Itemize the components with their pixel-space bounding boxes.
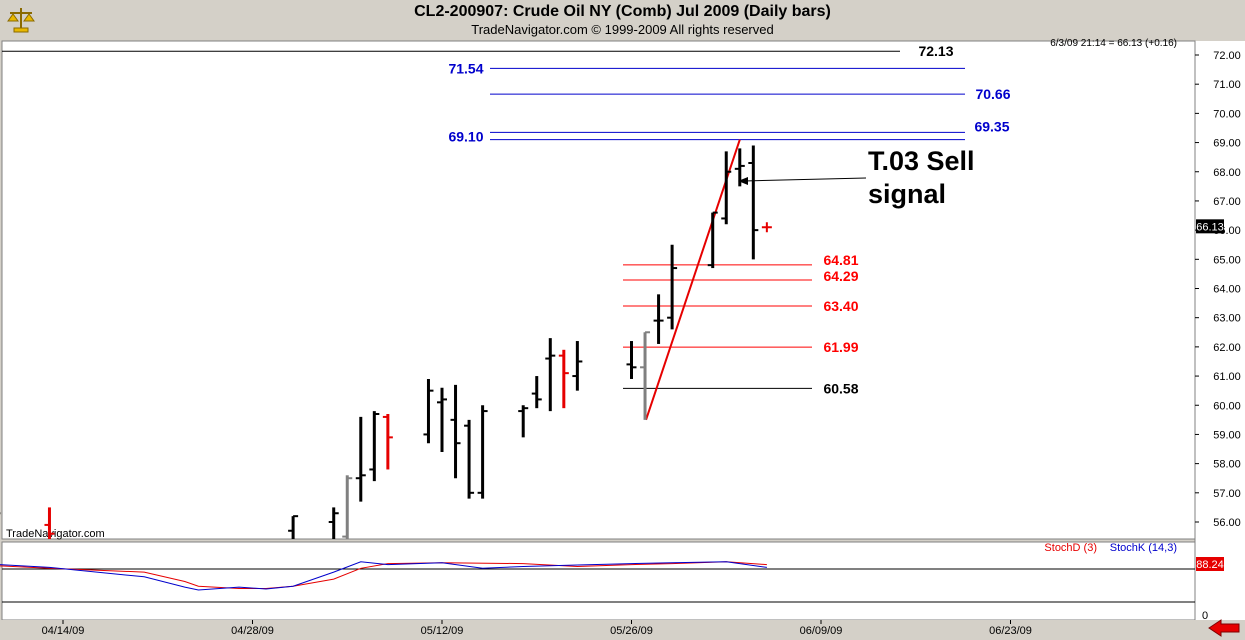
sell-signal-label-line1: T.03 Sell (868, 146, 975, 176)
chart-subtitle: TradeNavigator.com © 1999-2009 All right… (471, 22, 774, 37)
sell-signal-arrowhead (738, 177, 748, 185)
x-tick-label: 04/28/09 (231, 625, 274, 637)
level-label: 64.81 (823, 252, 858, 268)
ohlc-bar (545, 338, 556, 412)
level-label: 64.29 (823, 268, 858, 284)
watermark: TradeNavigator.com (6, 528, 105, 540)
y-tick-label: 63.00 (1213, 313, 1241, 325)
sell-signal-label-line2: signal (868, 179, 946, 209)
trend-line (645, 139, 741, 421)
y-tick-label: 70.00 (1213, 108, 1241, 120)
x-tick-label: 05/26/09 (610, 625, 653, 637)
stochastic-pane (1, 541, 1196, 621)
x-tick-label: 06/23/09 (989, 625, 1032, 637)
current-price-marker (761, 222, 772, 233)
stoch-line-1 (0, 561, 767, 591)
last-price-label: 66.13 (1196, 221, 1224, 233)
x-tick-label: 06/09/09 (800, 625, 843, 637)
price-pane (1, 40, 1196, 540)
price-axis (1195, 41, 1245, 621)
level-label: 61.99 (823, 339, 858, 355)
level-label: 63.40 (823, 298, 858, 314)
ohlc-bar (734, 148, 745, 187)
ohlc-bar (721, 151, 732, 225)
level-label: 72.13 (918, 43, 953, 59)
stoch-value-box (1196, 557, 1224, 571)
ohlc-bar (518, 405, 529, 438)
y-tick-label: 72.00 (1213, 50, 1241, 62)
ohlc-bar (382, 414, 393, 470)
stoch-legend-k: StochK (14,3) (1110, 542, 1177, 554)
ohlc-bar (572, 341, 583, 391)
ohlc-bar (423, 378, 434, 444)
ohlc-bar (531, 376, 542, 409)
y-tick-label: 62.00 (1213, 342, 1241, 354)
ohlc-bar (342, 475, 353, 539)
stoch-legend-d: StochD (3) (1044, 542, 1097, 554)
x-tick-label: 04/14/09 (42, 625, 85, 637)
y-tick-label: 65.00 (1213, 254, 1241, 266)
ohlc-bar (328, 507, 339, 539)
ohlc-bar (437, 387, 447, 452)
ohlc-bar (464, 419, 475, 499)
level-label: 60.58 (823, 380, 858, 396)
y-tick-label: 59.00 (1213, 429, 1241, 441)
title-bar (0, 0, 1245, 40)
ohlc-bar (558, 349, 569, 409)
chart-title: CL2-200907: Crude Oil NY (Comb) Jul 2009… (414, 3, 831, 20)
level-label: 70.66 (975, 86, 1010, 102)
stoch-value-label: 88.24 (1196, 559, 1224, 571)
ohlc-bar (748, 145, 759, 260)
y-tick-label: 67.00 (1213, 196, 1241, 208)
ohlc-bar (626, 341, 637, 379)
y-tick-label: 57.00 (1213, 488, 1241, 500)
back-arrow-icon[interactable] (1207, 619, 1241, 637)
ohlc-bar (477, 405, 488, 499)
status-readout: 6/3/09 21:14 = 66.13 (+0.16) (1050, 38, 1177, 49)
level-label: 69.10 (448, 129, 483, 145)
y-tick-label: 60.00 (1213, 400, 1241, 412)
y-tick-label: 68.00 (1213, 167, 1241, 179)
ohlc-bar (369, 411, 380, 482)
y-tick-label: 56.00 (1213, 517, 1241, 529)
ohlc-bar (707, 211, 718, 269)
y-tick-label: 61.00 (1213, 371, 1241, 383)
ohlc-bar (667, 244, 678, 330)
last-price-box (1196, 219, 1224, 234)
ohlc-bar (450, 384, 461, 479)
ohlc-bar (288, 515, 299, 539)
date-axis (0, 620, 1245, 640)
ohlc-bar (44, 507, 55, 539)
y-tick-label: 71.00 (1213, 79, 1241, 91)
y-tick-label: 69.00 (1213, 138, 1241, 150)
scales-logo-icon (7, 8, 35, 33)
level-label: 69.35 (974, 118, 1009, 134)
ohlc-bar (653, 294, 664, 344)
ohlc-bar (355, 416, 366, 502)
sell-signal-arrow (743, 177, 867, 182)
x-tick-label: 05/12/09 (421, 625, 464, 637)
level-label: 71.54 (448, 60, 483, 76)
ohlc-bar (640, 331, 651, 420)
stoch-line-0 (0, 561, 767, 589)
stoch-zero-label: 0 (1202, 610, 1208, 622)
y-tick-label: 58.00 (1213, 459, 1241, 471)
y-tick-label: 64.00 (1213, 284, 1241, 296)
